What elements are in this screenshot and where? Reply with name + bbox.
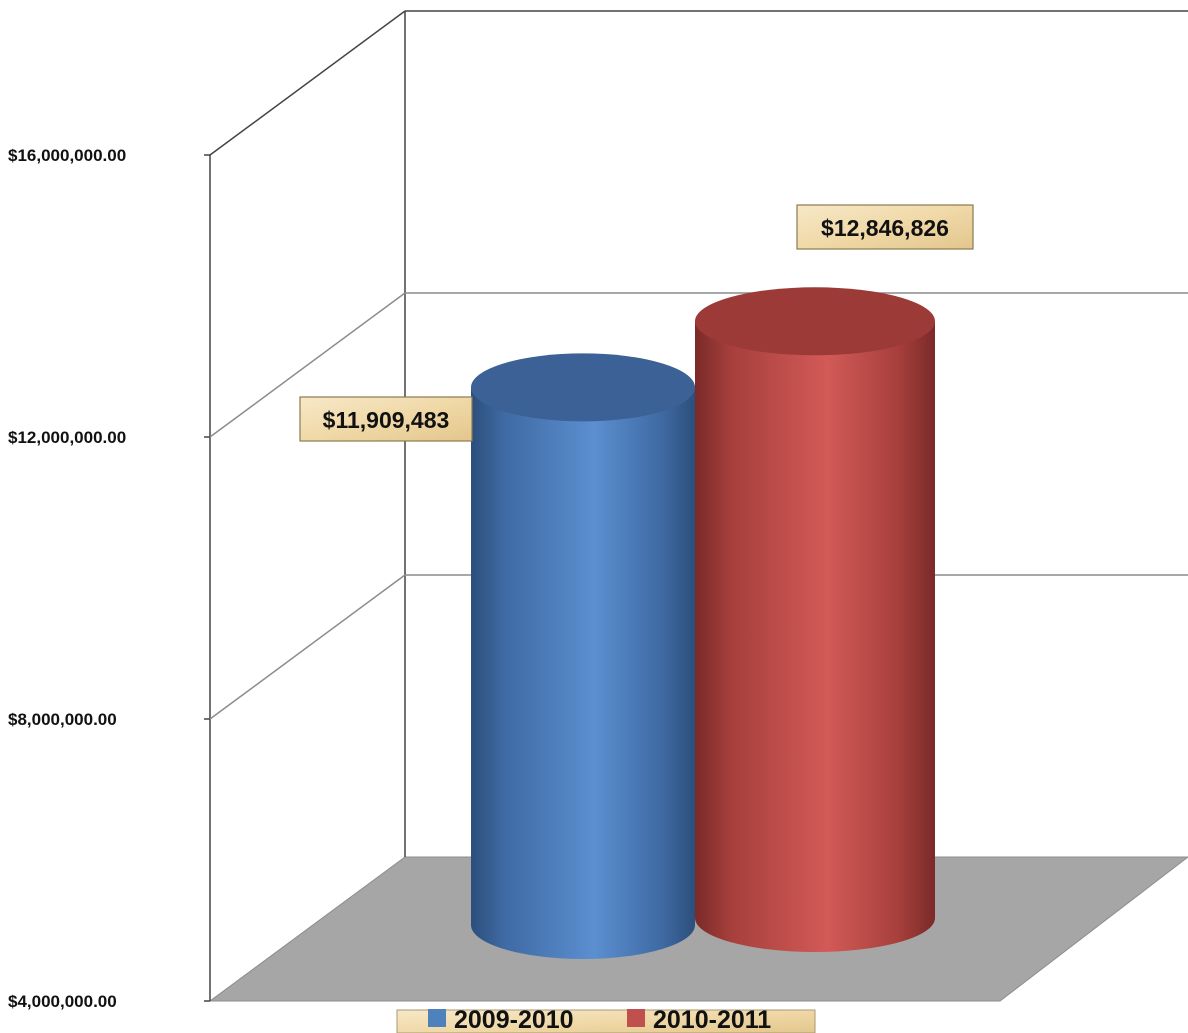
- data-label-2010-2011: $12,846,826: [796, 204, 974, 250]
- data-label-box: [299, 396, 473, 442]
- data-label-box: [796, 204, 974, 250]
- y-tick-label: $16,000,000.00: [8, 146, 126, 165]
- side-wall-top: [209, 10, 406, 156]
- y-tick-label: $8,000,000.00: [8, 710, 117, 729]
- chart-floor: [208, 856, 1188, 1002]
- gridline-side: [209, 574, 406, 720]
- legend-label-2010-2011: 2010-2011: [653, 1006, 771, 1033]
- bar-2010-2011: [695, 287, 935, 952]
- data-label-2009-2010: $11,909,483: [299, 396, 473, 442]
- data-labels: $11,909,483 $12,846,826: [299, 204, 974, 442]
- chart-bars: [471, 287, 935, 959]
- data-label-text: $11,909,483: [323, 407, 450, 433]
- legend-swatch-2009-2010: [428, 1009, 446, 1027]
- legend-label-2009-2010: 2009-2010: [454, 1006, 574, 1033]
- bar-2009-2010-body: [471, 387, 695, 959]
- data-label-text: $12,846,826: [821, 215, 949, 241]
- y-tick-label: $4,000,000.00: [8, 992, 117, 1011]
- legend: 2009-2010 2010-2011: [396, 1006, 816, 1033]
- bar-2010-2011-body: [695, 321, 935, 952]
- legend-swatch-2010-2011: [627, 1009, 645, 1027]
- legend-box: [396, 1009, 816, 1033]
- y-tick-label: $12,000,000.00: [8, 428, 126, 447]
- bar-2009-2010-top: [471, 353, 695, 422]
- bar-2009-2010: [471, 353, 695, 959]
- bar-2010-2011-top: [695, 287, 935, 356]
- gridline-side: [209, 292, 406, 438]
